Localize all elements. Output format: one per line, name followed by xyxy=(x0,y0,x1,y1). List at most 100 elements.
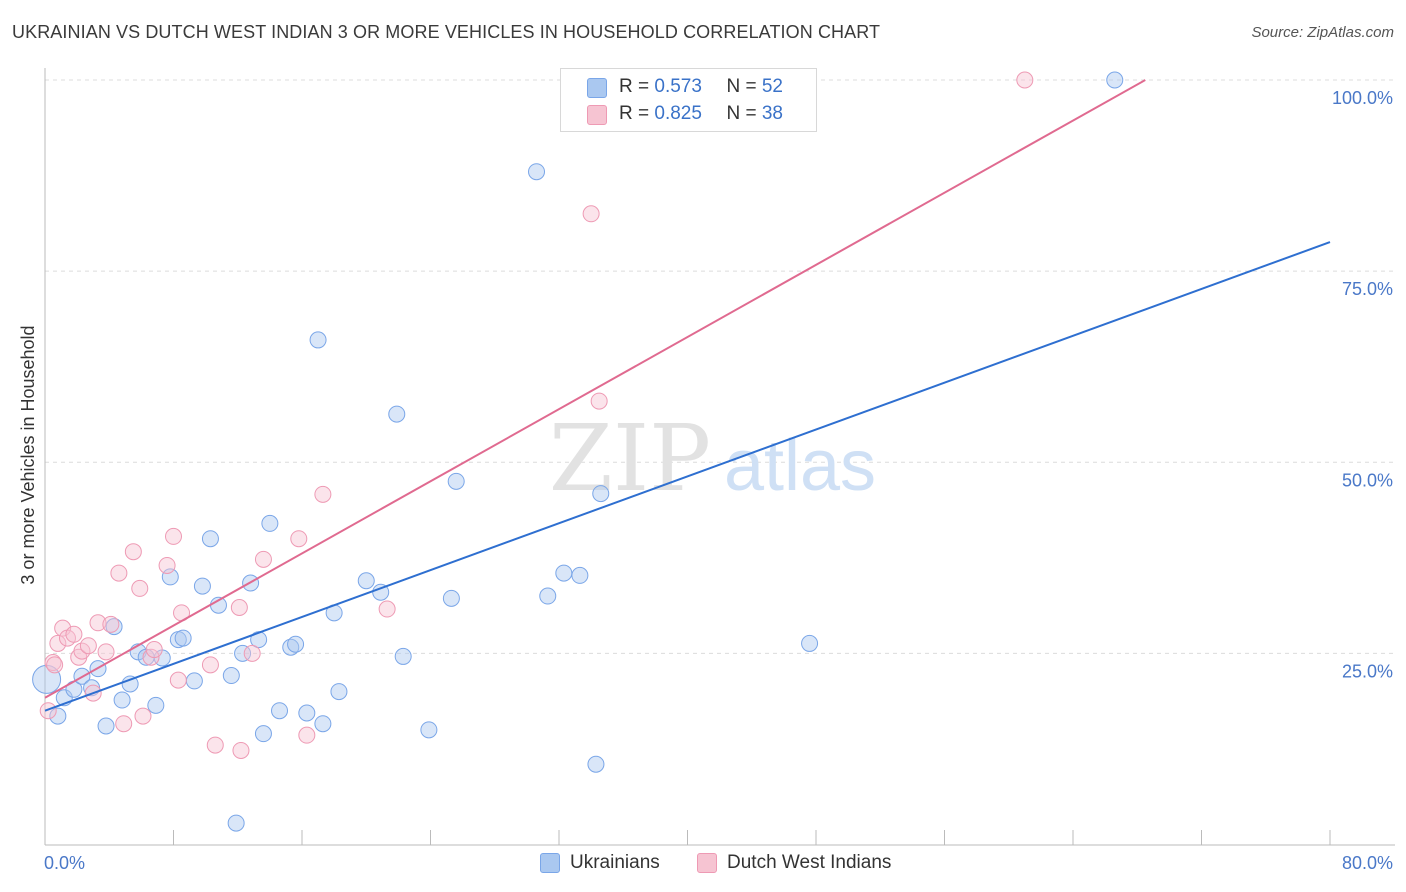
bottom-legend-swatch-ukrainians xyxy=(540,853,560,873)
point-dutch-west-indians xyxy=(230,599,248,617)
y-tick-label: 75.0% xyxy=(1342,279,1393,299)
point-ukrainians xyxy=(528,163,546,181)
trend-line-dutch-west-indians xyxy=(44,79,1146,699)
legend-r-label: R = xyxy=(619,76,655,97)
point-ukrainians xyxy=(250,631,268,649)
point-ukrainians xyxy=(105,618,123,636)
point-ukrainians xyxy=(801,634,819,652)
point-dutch-west-indians xyxy=(169,671,187,689)
point-ukrainians xyxy=(298,704,316,722)
bottom-legend-swatch-dutch-west-indians xyxy=(697,853,717,873)
point-ukrainians xyxy=(330,683,348,701)
point-dutch-west-indians xyxy=(145,641,163,659)
x-tick-label: 80.0% xyxy=(1342,853,1393,873)
point-dutch-west-indians xyxy=(314,485,332,503)
point-dutch-west-indians xyxy=(206,736,224,754)
point-ukrainians xyxy=(49,707,67,725)
point-dutch-west-indians xyxy=(65,625,83,643)
point-dutch-west-indians xyxy=(97,643,115,661)
y-tick-label: 25.0% xyxy=(1342,661,1393,681)
point-dutch-west-indians xyxy=(134,707,152,725)
watermark-zip: ZIP xyxy=(549,405,711,512)
bottom-legend-label: Ukrainians xyxy=(570,852,660,873)
legend-swatch-ukrainians xyxy=(587,78,607,98)
point-dutch-west-indians xyxy=(79,637,97,655)
point-dutch-west-indians xyxy=(298,726,316,744)
point-ukrainians xyxy=(261,514,279,532)
point-ukrainians xyxy=(388,405,406,423)
point-ukrainians xyxy=(234,644,252,662)
point-dutch-west-indians xyxy=(165,527,182,545)
point-ukrainians xyxy=(185,672,203,690)
y-tick-label: 50.0% xyxy=(1342,470,1393,490)
point-dutch-west-indians xyxy=(290,530,308,548)
point-ukrainians xyxy=(420,721,438,739)
point-ukrainians xyxy=(282,638,300,656)
point-dutch-west-indians xyxy=(110,564,128,582)
chart-title: UKRAINIAN VS DUTCH WEST INDIAN 3 OR MORE… xyxy=(12,22,881,42)
trend-lines xyxy=(44,79,1331,712)
watermark-atlas: atlas xyxy=(724,426,876,506)
point-dutch-west-indians xyxy=(378,600,396,618)
point-dutch-west-indians xyxy=(115,715,133,733)
point-ukrainians xyxy=(309,331,327,349)
legend-swatch-dutch-west-indians xyxy=(587,105,607,125)
point-ukrainians xyxy=(287,635,305,653)
point-ukrainians xyxy=(571,566,589,584)
point-dutch-west-indians xyxy=(131,579,149,597)
point-ukrainians xyxy=(357,572,375,590)
point-dutch-west-indians xyxy=(89,614,107,632)
legend-n-label: N = xyxy=(726,103,762,124)
point-ukrainians xyxy=(442,589,460,607)
data-points xyxy=(32,71,1124,832)
point-ukrainians xyxy=(314,715,332,733)
y-axis-label: 3 or more Vehicles in Household xyxy=(18,325,38,584)
legend-r-label: R = xyxy=(619,103,655,124)
point-dutch-west-indians xyxy=(124,543,142,561)
point-ukrainians xyxy=(193,577,211,595)
point-ukrainians xyxy=(447,472,465,490)
point-dutch-west-indians xyxy=(582,205,600,223)
point-dutch-west-indians xyxy=(232,741,250,759)
tick-labels: 25.0% 50.0% 75.0% 100.0% 0.0% 80.0% xyxy=(44,88,1393,873)
point-ukrainians xyxy=(539,587,557,605)
x-tick-label: 0.0% xyxy=(44,853,85,873)
point-dutch-west-indians xyxy=(1016,71,1034,89)
y-tick-label: 100.0% xyxy=(1332,88,1393,108)
point-ukrainians xyxy=(201,530,219,548)
point-ukrainians xyxy=(592,485,610,503)
point-dutch-west-indians xyxy=(102,615,120,633)
point-ukrainians xyxy=(1106,71,1124,89)
bottom-legend-label: Dutch West Indians xyxy=(727,852,892,873)
point-dutch-west-indians xyxy=(590,392,608,410)
legend-r-value: 0.825 xyxy=(654,103,702,124)
point-ukrainians xyxy=(587,755,605,773)
point-ukrainians xyxy=(97,717,115,735)
point-dutch-west-indians xyxy=(243,644,261,662)
trend-line-ukrainians xyxy=(44,241,1331,712)
axes xyxy=(44,68,1395,846)
correlation-legend: R = 0.573 N = 52 R = 0.825 N = 38 xyxy=(560,68,817,132)
point-dutch-west-indians xyxy=(201,656,219,674)
legend-n-value: 38 xyxy=(761,103,783,124)
legend-r-value: 0.573 xyxy=(654,76,702,97)
point-ukrainians xyxy=(227,814,245,832)
point-ukrainians xyxy=(555,564,573,582)
point-ukrainians xyxy=(174,629,192,647)
point-dutch-west-indians xyxy=(46,656,64,674)
legend-n-label: N = xyxy=(726,76,762,97)
point-dutch-west-indians xyxy=(49,634,67,652)
point-ukrainians xyxy=(254,725,272,743)
point-ukrainians xyxy=(271,702,289,720)
point-dutch-west-indians xyxy=(39,702,57,720)
source-label: Source: ZipAtlas.com xyxy=(1251,24,1394,41)
point-dutch-west-indians xyxy=(254,550,272,568)
grid-lines xyxy=(45,79,1395,654)
legend-n-value: 52 xyxy=(761,76,783,97)
point-ukrainians xyxy=(121,675,139,693)
point-ukrainians xyxy=(113,691,131,709)
point-dutch-west-indians xyxy=(158,556,176,574)
point-ukrainians xyxy=(394,647,412,665)
point-ukrainians xyxy=(222,667,240,685)
